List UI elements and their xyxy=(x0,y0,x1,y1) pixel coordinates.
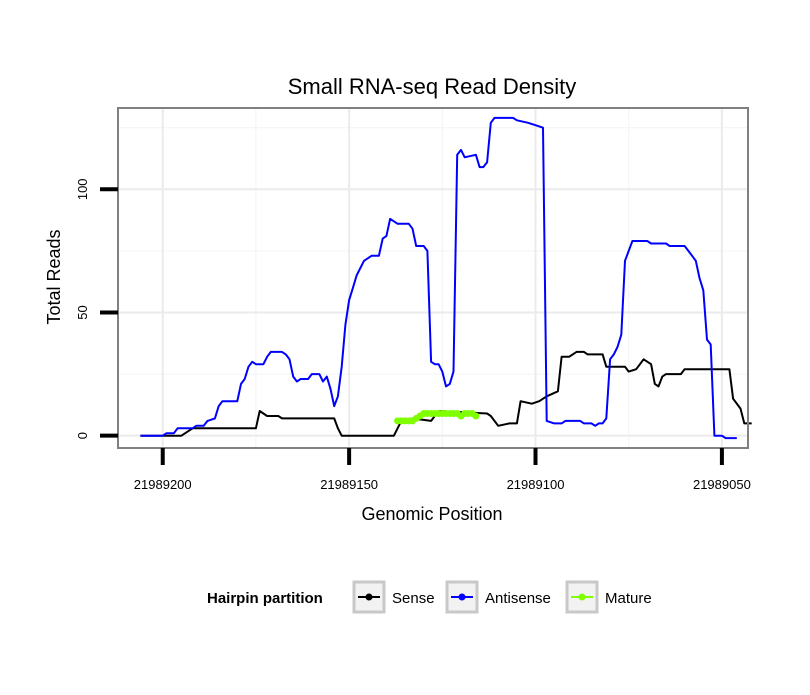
legend-swatch-point xyxy=(578,593,586,601)
series-line-sense xyxy=(140,350,752,437)
legend-swatch-point xyxy=(458,593,466,601)
plot-border xyxy=(117,107,749,449)
series-lines xyxy=(140,116,752,440)
legend-title: Hairpin partition xyxy=(207,590,323,607)
x-tick-label: 21989150 xyxy=(320,477,378,492)
y-tick-label: 50 xyxy=(75,305,90,319)
legend-swatch-point xyxy=(365,593,373,601)
mature-point xyxy=(472,412,480,420)
series-line-antisense xyxy=(140,116,737,440)
y-tick-label: 0 xyxy=(75,432,90,439)
y-axis: 0 50 100 xyxy=(75,178,118,439)
plot-background xyxy=(118,108,748,448)
x-axis-label: Genomic Position xyxy=(361,504,502,524)
x-tick-label: 21989200 xyxy=(134,477,192,492)
x-axis: 21989200 21989150 21989100 21989050 xyxy=(134,448,751,492)
legend-label-mature: Mature xyxy=(605,590,652,607)
chart-title: Small RNA-seq Read Density xyxy=(288,74,577,99)
legend-label-antisense: Antisense xyxy=(485,590,551,607)
legend: Hairpin partition Sense Antisense Mature xyxy=(207,580,652,614)
y-axis-label: Total Reads xyxy=(44,229,64,324)
legend-label-sense: Sense xyxy=(392,590,435,607)
grid-lines xyxy=(118,108,748,448)
y-tick-label: 100 xyxy=(75,178,90,200)
x-tick-label: 21989050 xyxy=(693,477,751,492)
x-tick-label: 21989100 xyxy=(507,477,565,492)
